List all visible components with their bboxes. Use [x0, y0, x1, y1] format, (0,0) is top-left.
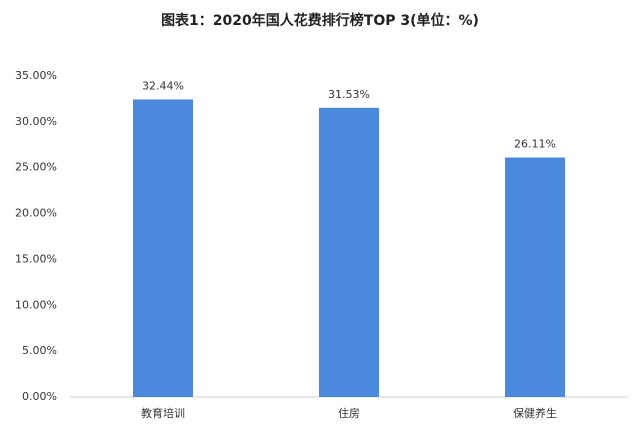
x-tick-label: 保健养生	[513, 406, 557, 420]
y-tick-label: 35.00%	[15, 69, 57, 82]
y-tick-label: 10.00%	[15, 298, 57, 311]
bar	[319, 107, 379, 397]
y-tick-label: 0.00%	[22, 390, 57, 403]
value-label: 26.11%	[514, 138, 556, 151]
y-tick-label: 15.00%	[15, 252, 57, 265]
bar	[505, 157, 565, 397]
y-tick-label: 20.00%	[15, 207, 57, 220]
y-tick-label: 25.00%	[15, 161, 57, 174]
x-tick-label: 教育培训	[141, 406, 185, 420]
chart-title: 图表1：2020年国人花费排行榜TOP 3(单位：%)	[161, 12, 479, 29]
value-label: 31.53%	[328, 88, 370, 101]
x-tick-label: 住房	[338, 406, 360, 420]
value-label: 32.44%	[142, 79, 184, 92]
y-tick-label: 5.00%	[22, 344, 57, 357]
y-tick-label: 30.00%	[15, 115, 57, 128]
bar	[133, 99, 193, 398]
